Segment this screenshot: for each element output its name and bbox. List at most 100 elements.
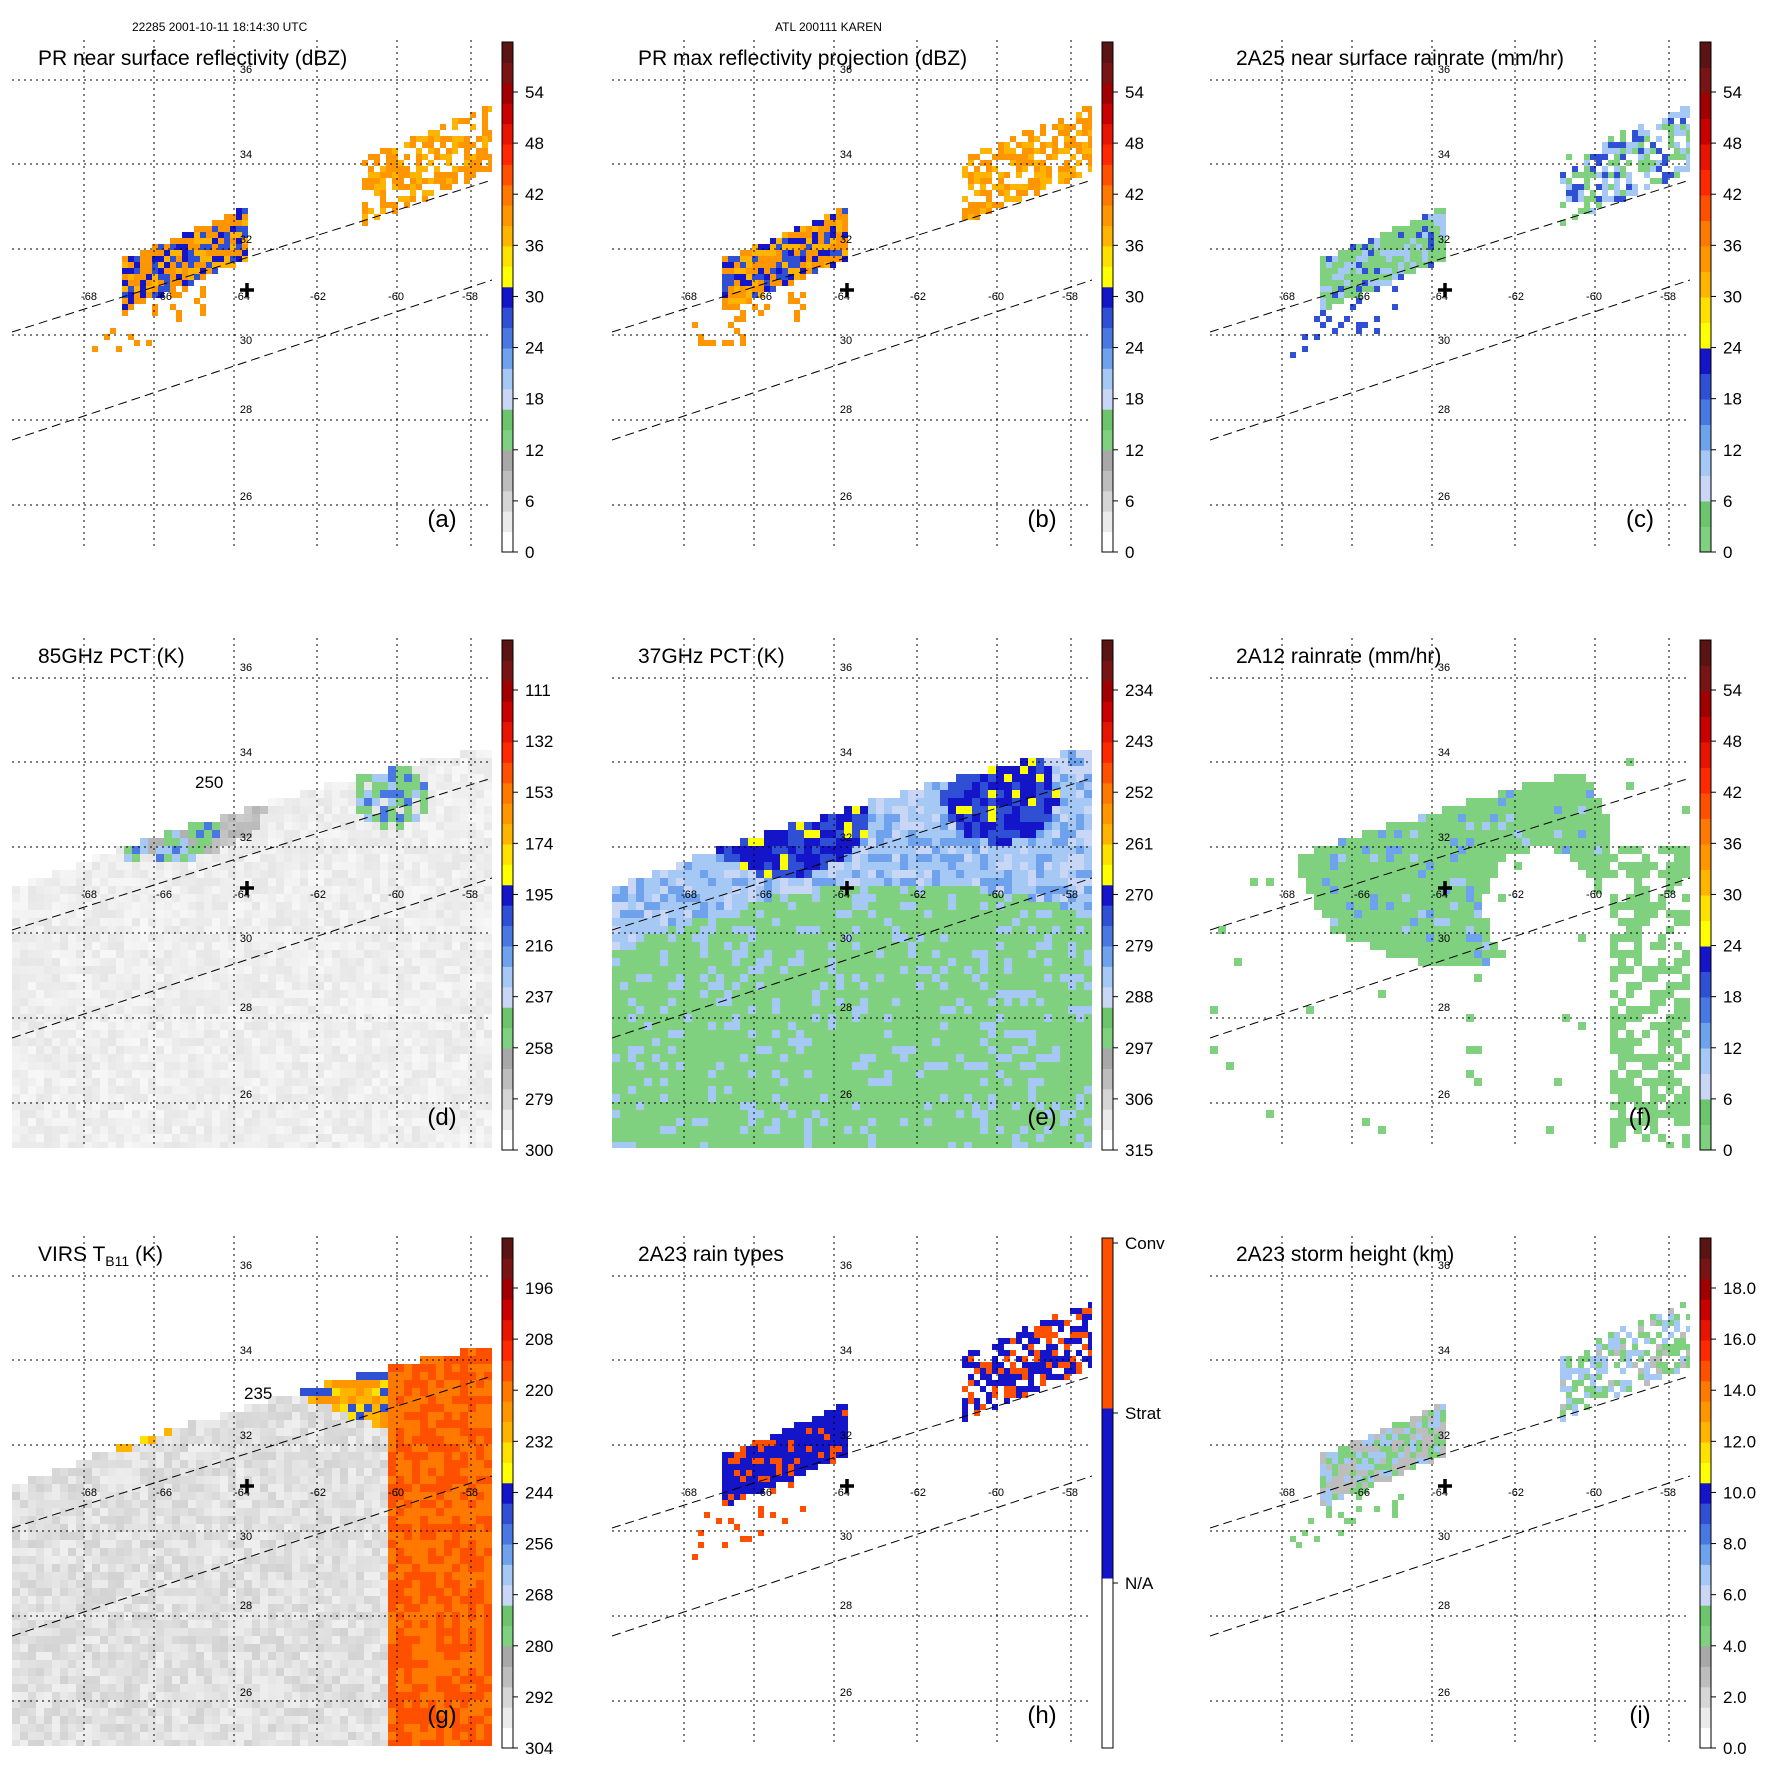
data-cell: [420, 806, 428, 814]
data-cell: [1656, 148, 1662, 154]
data-cell: [804, 918, 812, 926]
lat-label: 26: [840, 491, 852, 503]
data-cell: [108, 1118, 116, 1126]
data-cell: [444, 1022, 452, 1030]
data-cell: [300, 854, 308, 862]
data-cell: [724, 942, 732, 950]
data-cell: [962, 214, 968, 220]
data-cell: [434, 178, 440, 184]
data-cell: [148, 862, 156, 870]
data-cell: [340, 798, 348, 806]
data-cell: [764, 1086, 772, 1094]
data-cell: [636, 1078, 644, 1086]
data-cell: [244, 1046, 252, 1054]
data-cell: [260, 1126, 268, 1134]
data-cell: [200, 244, 206, 250]
data-cell: [800, 250, 806, 256]
data-cell: [108, 1030, 116, 1038]
data-cell: [612, 902, 620, 910]
data-cell: [196, 1078, 204, 1086]
data-cell: [188, 1054, 196, 1062]
colorbar-segment: [1700, 475, 1711, 502]
data-cell: [380, 894, 388, 902]
data-cell: [1368, 244, 1374, 250]
data-cell: [452, 782, 460, 790]
data-cell: [372, 1126, 380, 1134]
data-cell: [752, 268, 758, 274]
data-cell: [260, 1022, 268, 1030]
data-cell: [92, 918, 100, 926]
data-cell: [100, 1094, 108, 1102]
data-cell: [188, 1030, 196, 1038]
data-cell: [228, 1070, 236, 1078]
data-cell: [156, 1070, 164, 1078]
data-cell: [300, 846, 308, 854]
data-cell: [740, 870, 748, 878]
data-cell: [364, 1038, 372, 1046]
data-cell: [484, 1126, 492, 1134]
data-cell: [628, 966, 636, 974]
data-cell: [84, 918, 92, 926]
data-cell: [748, 1118, 756, 1126]
data-cell: [1404, 250, 1410, 256]
data-cell: [76, 1054, 84, 1062]
data-cell: [60, 1086, 68, 1094]
data-cell: [84, 1070, 92, 1078]
data-cell: [84, 942, 92, 950]
data-cell: [194, 244, 200, 250]
data-cell: [284, 902, 292, 910]
data-cell: [700, 1038, 708, 1046]
data-cell: [1596, 184, 1602, 190]
data-cell: [108, 1022, 116, 1030]
data-cell: [228, 894, 236, 902]
data-cell: [284, 814, 292, 822]
data-cell: [1590, 166, 1596, 172]
data-cell: [468, 982, 476, 990]
data-cell: [1010, 184, 1016, 190]
data-cell: [284, 990, 292, 998]
data-cell: [220, 1070, 228, 1078]
data-cell: [196, 1094, 204, 1102]
data-cell: [1392, 226, 1398, 232]
data-cell: [1572, 214, 1578, 220]
data-cell: [404, 1126, 412, 1134]
data-cell: [724, 902, 732, 910]
data-cell: [388, 1070, 396, 1078]
data-cell: [620, 950, 628, 958]
data-cell: [806, 244, 812, 250]
data-cell: [12, 1046, 20, 1054]
data-cell: [724, 854, 732, 862]
data-cell: [476, 782, 484, 790]
data-cell: [12, 1118, 20, 1126]
data-cell: [188, 926, 196, 934]
data-cell: [228, 1142, 236, 1148]
data-cell: [28, 886, 36, 894]
colorbar-segment: [1102, 348, 1113, 369]
data-cell: [128, 274, 134, 280]
data-cell: [388, 854, 396, 862]
data-cell: [460, 1022, 468, 1030]
data-cell: [212, 894, 220, 902]
data-cell: [180, 966, 188, 974]
data-cell: [620, 1054, 628, 1062]
data-cell: [452, 854, 460, 862]
data-cell: [316, 870, 324, 878]
data-cell: [1362, 256, 1368, 262]
data-cell: [756, 918, 764, 926]
data-cell: [164, 244, 170, 250]
data-cell: [300, 870, 308, 878]
data-cell: [244, 870, 252, 878]
data-cell: [396, 830, 404, 838]
data-cell: [308, 926, 316, 934]
data-cell: [468, 1006, 476, 1014]
data-cell: [820, 854, 828, 862]
data-cell: [776, 280, 782, 286]
data-cell: [148, 982, 156, 990]
data-cell: [780, 910, 788, 918]
data-cell: [128, 268, 134, 274]
data-cell: [820, 974, 828, 982]
data-cell: [468, 886, 476, 894]
data-cell: [292, 830, 300, 838]
data-cell: [620, 958, 628, 966]
